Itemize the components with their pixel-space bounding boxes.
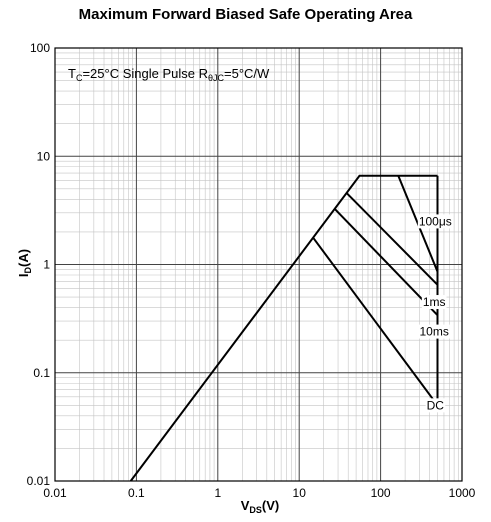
- series-line-1ms: [345, 192, 439, 286]
- plot-frame: [54, 47, 463, 482]
- series-label-bg: [421, 295, 447, 310]
- series-label-DC: DC: [427, 398, 445, 412]
- y-tick-label: 100: [30, 41, 50, 55]
- series-label-100μs: 100μs: [419, 214, 452, 228]
- series-label-bg: [417, 214, 453, 229]
- x-tick-labels: 0.01 0.1 1 10 100 1000: [43, 486, 475, 500]
- x-tick-label: 10: [293, 486, 307, 500]
- x-tick-label: 1000: [449, 486, 476, 500]
- y-tick-label: 0.1: [33, 366, 50, 380]
- series-label-bg: [425, 398, 446, 413]
- series-line-DC: [312, 237, 439, 406]
- y-tick-label: 1: [43, 258, 50, 272]
- x-tick-label: 1: [214, 486, 221, 500]
- x-axis-label: VDS(V): [241, 498, 280, 515]
- series-line-100μs: [129, 174, 438, 482]
- y-tick-labels: 100 10 1 0.1 0.01: [27, 41, 51, 488]
- x-tick-label: 100: [371, 486, 391, 500]
- x-tick-label: 0.01: [43, 486, 67, 500]
- conditions-annotation: TC=25°C Single Pulse RθJC=5°C/W: [68, 66, 270, 83]
- series-label-1ms: 1ms: [423, 295, 446, 309]
- y-axis-label: ID(A): [16, 249, 33, 277]
- series-line-10ms: [333, 207, 439, 316]
- series-label-bg: [418, 324, 450, 339]
- soa-curves: [129, 174, 439, 482]
- x-tick-label: 0.1: [128, 486, 145, 500]
- y-tick-label: 10: [37, 149, 51, 163]
- series-labels: 100μs 1ms 10ms DC: [417, 214, 453, 413]
- chart-title: Maximum Forward Biased Safe Operating Ar…: [78, 6, 413, 23]
- y-tick-label: 0.01: [27, 474, 51, 488]
- series-label-10ms: 10ms: [419, 325, 448, 339]
